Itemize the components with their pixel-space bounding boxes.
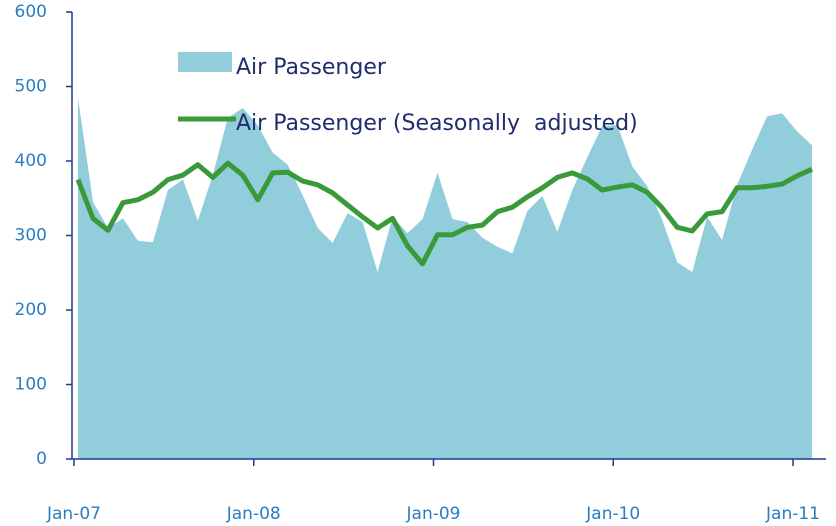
y-tick-label: 200	[15, 300, 47, 320]
x-tick-label: Jan-07	[46, 504, 101, 524]
area	[78, 97, 812, 459]
x-tick-label: Jan-09	[406, 504, 461, 524]
x-tick-label: Jan-11	[765, 504, 820, 524]
legend-label: Air Passenger	[236, 55, 387, 80]
y-tick-label: 100	[15, 375, 47, 395]
legend-label: Air Passenger (Seasonally adjusted)	[236, 111, 638, 136]
y-tick-label: 300	[15, 226, 47, 246]
legend-swatch	[178, 52, 232, 72]
x-tick-label: Jan-10	[585, 504, 640, 524]
y-tick-label: 500	[15, 77, 47, 97]
y-tick-label: 400	[15, 151, 47, 171]
y-tick-label: 600	[15, 2, 47, 22]
y-tick-label: 0	[36, 449, 47, 469]
x-tick-label: Jan-08	[226, 504, 281, 524]
line	[75, 160, 814, 267]
